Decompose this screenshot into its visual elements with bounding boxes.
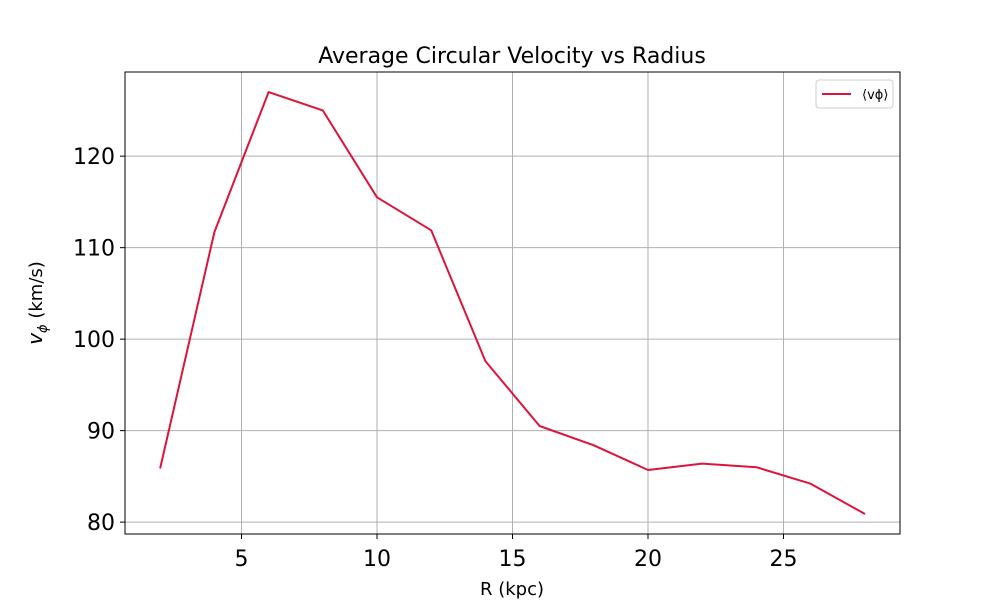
data-point xyxy=(213,231,216,233)
data-point xyxy=(430,229,432,231)
x-tick-label: 5 xyxy=(235,547,249,572)
y-tick-label: 90 xyxy=(87,420,115,445)
y-axis-label: vϕ (km/s) xyxy=(23,261,51,345)
legend-box xyxy=(815,79,894,109)
data-point xyxy=(159,467,161,469)
data-point xyxy=(864,513,866,515)
data-point xyxy=(593,444,595,446)
x-ticks: 5 10 15 20 25 xyxy=(235,534,797,572)
y-tick-label: 110 xyxy=(73,237,115,262)
y-axis-label-subscript: ϕ xyxy=(36,324,51,333)
x-tick-label: 15 xyxy=(499,547,527,572)
y-tick-label: 120 xyxy=(73,145,115,170)
legend: ⟨vϕ⟩ xyxy=(815,79,894,109)
data-point xyxy=(701,462,703,465)
data-point xyxy=(755,466,757,468)
data-point xyxy=(268,91,270,93)
x-tick-label: 20 xyxy=(634,547,662,572)
x-tick-label: 10 xyxy=(363,547,391,572)
x-tick-label: 25 xyxy=(769,547,797,572)
data-point xyxy=(647,469,649,471)
y-axis-label-symbol: v xyxy=(23,332,47,345)
data-point xyxy=(538,425,541,427)
y-axis-label-unit: (km/s) xyxy=(26,261,47,324)
data-point xyxy=(376,196,378,198)
data-point xyxy=(322,109,324,112)
grid-layer xyxy=(125,72,900,534)
x-axis-label: R (kpc) xyxy=(480,579,544,600)
series-line xyxy=(159,91,866,515)
legend-entry-label: ⟨vϕ⟩ xyxy=(862,88,888,103)
data-point xyxy=(484,360,487,362)
y-tick-label: 100 xyxy=(73,328,115,353)
y-tick-label: 80 xyxy=(87,511,115,536)
data-point xyxy=(809,483,812,485)
series-layer xyxy=(159,91,866,515)
chart-title: Average Circular Velocity vs Radius xyxy=(318,44,706,69)
y-ticks: 80 90 100 110 120 xyxy=(73,145,125,536)
